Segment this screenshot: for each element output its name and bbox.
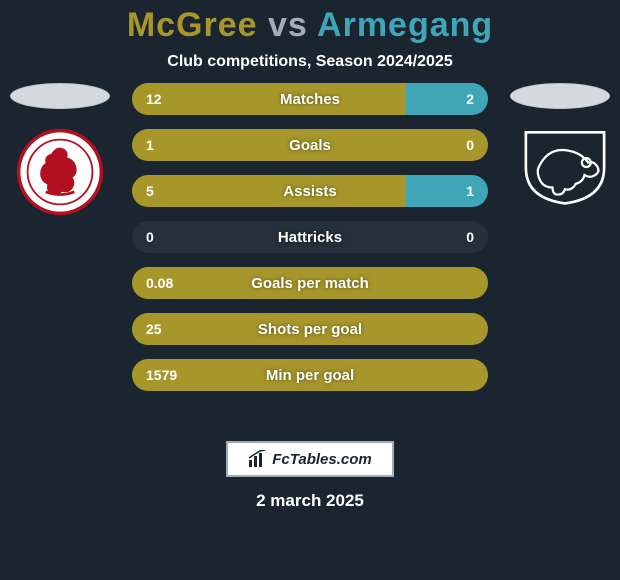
stat-value-left: 0.08: [132, 267, 187, 299]
subtitle: Club competitions, Season 2024/2025: [0, 53, 620, 71]
player2-club: [510, 83, 610, 217]
middlesbrough-crest-icon: [15, 127, 105, 217]
fctables-logo[interactable]: FcTables.com: [226, 441, 394, 477]
player1-club: [10, 83, 110, 217]
content-area: Matches122Goals10Assists51Hattricks00Goa…: [0, 83, 620, 423]
derby-crest-icon: [515, 127, 605, 217]
chart-icon: [248, 450, 268, 468]
stat-metric-label: Matches: [132, 83, 488, 115]
logo-text: FcTables.com: [272, 451, 371, 468]
stat-value-left: 5: [132, 175, 168, 207]
stats-bars: Matches122Goals10Assists51Hattricks00Goa…: [132, 83, 488, 405]
stat-row: Hattricks0 0: [132, 221, 488, 253]
stat-value-left: 12: [132, 83, 176, 115]
stat-value-left: 1: [132, 129, 168, 161]
vs-label: vs: [268, 6, 308, 44]
stat-metric-label: Hattricks: [132, 221, 488, 253]
player1-name: McGree: [127, 6, 258, 44]
date-label: 2 march 2025: [0, 491, 620, 511]
stat-value-left: 25: [132, 313, 176, 345]
stat-value-right: 2: [452, 83, 488, 115]
stat-row: Min per goal1579: [132, 359, 488, 391]
stat-metric-label: Shots per goal: [132, 313, 488, 345]
stat-row: Matches12 2: [132, 83, 488, 115]
stat-row: Assists5 1: [132, 175, 488, 207]
header: McGree vs Armegang Club competitions, Se…: [0, 0, 620, 71]
stat-value-right: 0: [452, 129, 488, 161]
stat-value-left: 0: [132, 221, 168, 253]
player2-name: Armegang: [317, 6, 493, 44]
stat-row: Goals1 0: [132, 129, 488, 161]
stat-metric-label: Assists: [132, 175, 488, 207]
shadow-ellipse-right: [510, 83, 610, 109]
shadow-ellipse-left: [10, 83, 110, 109]
stat-value-right: 1: [452, 175, 488, 207]
stat-value-right: 0: [452, 221, 488, 253]
comparison-title: McGree vs Armegang: [0, 6, 620, 45]
stat-metric-label: Goals: [132, 129, 488, 161]
stat-row: Shots per goal25: [132, 313, 488, 345]
stat-value-left: 1579: [132, 359, 191, 391]
stat-row: Goals per match0.08: [132, 267, 488, 299]
